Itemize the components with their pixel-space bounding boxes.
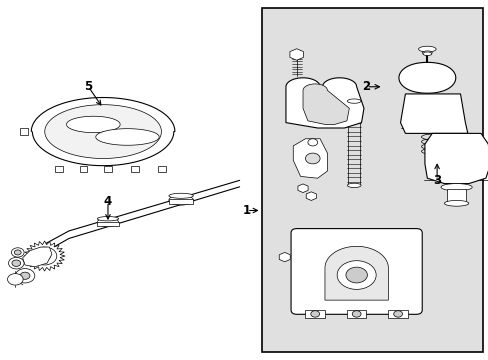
Bar (446, 189, 466, 203)
Bar (80, 166, 87, 172)
Polygon shape (22, 247, 52, 267)
Ellipse shape (7, 274, 23, 285)
Ellipse shape (32, 247, 57, 265)
Text: 1: 1 (243, 204, 250, 217)
Ellipse shape (97, 218, 119, 226)
Ellipse shape (305, 153, 320, 164)
Ellipse shape (168, 193, 193, 198)
Ellipse shape (393, 311, 402, 317)
Polygon shape (45, 105, 161, 158)
Text: 4: 4 (103, 195, 112, 208)
Polygon shape (297, 184, 307, 193)
Ellipse shape (440, 184, 471, 191)
Bar (20, 128, 27, 135)
Ellipse shape (422, 52, 431, 55)
Ellipse shape (168, 195, 193, 205)
Polygon shape (293, 139, 327, 178)
Polygon shape (24, 241, 65, 271)
Bar (97, 222, 119, 226)
Ellipse shape (346, 99, 360, 103)
Polygon shape (96, 129, 159, 145)
Bar (387, 310, 407, 318)
Ellipse shape (97, 217, 119, 221)
Ellipse shape (345, 267, 366, 283)
Bar (261, 8, 483, 352)
Ellipse shape (418, 46, 435, 52)
Polygon shape (279, 252, 289, 262)
Polygon shape (31, 98, 175, 166)
Ellipse shape (310, 311, 319, 317)
Ellipse shape (39, 252, 50, 260)
FancyBboxPatch shape (290, 229, 421, 314)
Polygon shape (325, 246, 387, 300)
Ellipse shape (422, 51, 431, 54)
Polygon shape (66, 116, 120, 132)
Polygon shape (424, 134, 488, 184)
Ellipse shape (14, 250, 21, 255)
Polygon shape (289, 49, 303, 60)
Bar (168, 199, 193, 204)
Bar (55, 166, 63, 172)
Ellipse shape (11, 248, 24, 257)
Polygon shape (305, 192, 316, 201)
Polygon shape (285, 78, 363, 128)
Bar (104, 166, 112, 172)
Bar (346, 310, 366, 318)
Text: 2: 2 (362, 80, 370, 93)
Ellipse shape (12, 260, 20, 266)
Ellipse shape (15, 269, 35, 283)
Ellipse shape (351, 311, 360, 317)
Ellipse shape (8, 257, 24, 269)
Polygon shape (400, 94, 467, 134)
Ellipse shape (307, 139, 317, 146)
Bar (305, 310, 325, 318)
Ellipse shape (336, 261, 375, 289)
Bar (158, 166, 165, 172)
Polygon shape (303, 84, 348, 125)
Ellipse shape (444, 201, 468, 206)
Text: 3: 3 (432, 174, 440, 186)
Text: 5: 5 (84, 80, 92, 93)
Polygon shape (398, 62, 455, 93)
Bar (131, 166, 139, 172)
Ellipse shape (20, 272, 30, 279)
Ellipse shape (346, 183, 360, 188)
